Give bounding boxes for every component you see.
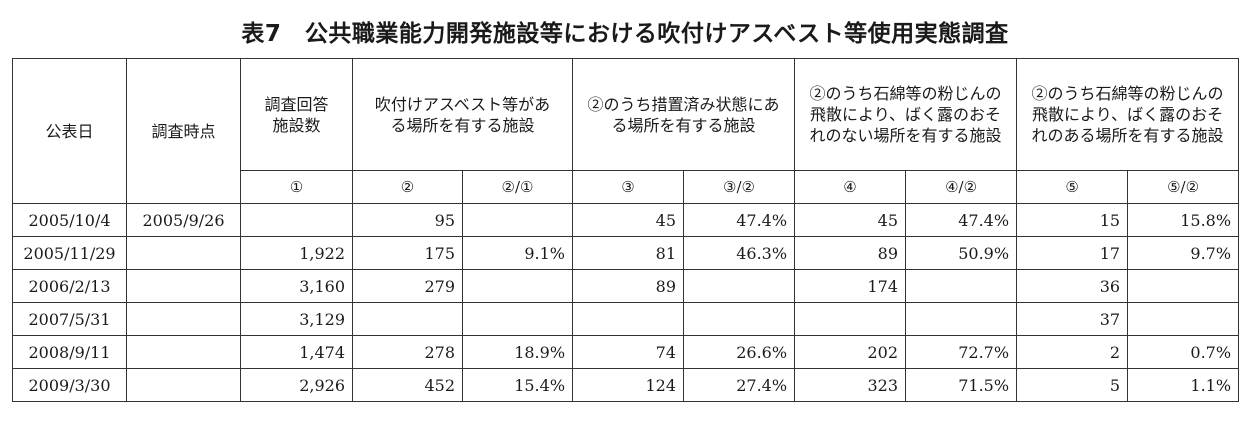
cell-exposure: 15	[1016, 203, 1129, 237]
cell-with-asbestos-ratio: 9.1%	[461, 236, 574, 270]
cell-date: 2006/2/13	[12, 269, 127, 303]
cell-respondents: 1,922	[240, 236, 353, 270]
cell-no-exposure-ratio: 71.5%	[905, 368, 1018, 402]
index-label: ⑤/②	[1127, 170, 1240, 204]
index-label: ④/②	[905, 170, 1018, 204]
cell-date: 2005/10/4	[12, 203, 127, 237]
cell-no-exposure: 174	[794, 269, 907, 303]
cell-no-exposure	[794, 302, 907, 336]
cell-treated-ratio	[683, 302, 796, 336]
header-survey-time: 調査時点	[126, 58, 241, 204]
cell-exposure-ratio: 0.7%	[1127, 335, 1240, 369]
cell-treated-ratio: 47.4%	[683, 203, 796, 237]
cell-with-asbestos-ratio: 15.4%	[461, 368, 574, 402]
cell-respondents: 3,160	[240, 269, 353, 303]
cell-treated: 74	[572, 335, 685, 369]
cell-date: 2007/5/31	[12, 302, 127, 336]
cell-treated	[572, 302, 685, 336]
table-row: 2005/11/29 1,922 175 9.1% 81 46.3% 89 50…	[12, 236, 1240, 270]
cell-exposure-ratio	[1127, 269, 1240, 303]
cell-exposure: 5	[1016, 368, 1129, 402]
cell-survey-time	[126, 335, 241, 369]
cell-no-exposure-ratio: 72.7%	[905, 335, 1018, 369]
cell-date: 2005/11/29	[12, 236, 127, 270]
cell-survey-time	[126, 236, 241, 270]
cell-with-asbestos: 278	[352, 335, 463, 369]
header-treated: ②のうち措置済み状態にある場所を有する施設	[572, 58, 796, 171]
cell-date: 2009/3/30	[12, 368, 127, 402]
cell-with-asbestos	[352, 302, 463, 336]
cell-exposure: 37	[1016, 302, 1129, 336]
index-label: ①	[240, 170, 353, 204]
cell-with-asbestos-ratio	[461, 269, 574, 303]
cell-with-asbestos: 95	[352, 203, 463, 237]
table-row: 2008/9/11 1,474 278 18.9% 74 26.6% 202 7…	[12, 335, 1240, 369]
cell-exposure-ratio: 9.7%	[1127, 236, 1240, 270]
cell-exposure-ratio: 15.8%	[1127, 203, 1240, 237]
cell-respondents	[240, 203, 353, 237]
header-exposure-risk: ②のうち石綿等の粉じんの飛散により、ばく露のおそれのある場所を有する施設	[1016, 58, 1240, 171]
cell-respondents: 1,474	[240, 335, 353, 369]
cell-no-exposure-ratio	[905, 269, 1018, 303]
cell-treated: 81	[572, 236, 685, 270]
cell-with-asbestos: 279	[352, 269, 463, 303]
cell-survey-time	[126, 302, 241, 336]
table-row: 2009/3/30 2,926 452 15.4% 124 27.4% 323 …	[12, 368, 1240, 402]
cell-treated-ratio	[683, 269, 796, 303]
index-label: ②	[352, 170, 463, 204]
cell-no-exposure-ratio: 47.4%	[905, 203, 1018, 237]
cell-no-exposure: 202	[794, 335, 907, 369]
cell-treated-ratio: 26.6%	[683, 335, 796, 369]
cell-survey-time	[126, 368, 241, 402]
table-row: 2005/10/4 2005/9/26 95 45 47.4% 45 47.4%…	[12, 203, 1240, 237]
index-label: ②/①	[461, 170, 574, 204]
cell-no-exposure-ratio	[905, 302, 1018, 336]
cell-with-asbestos: 175	[352, 236, 463, 270]
index-label: ③/②	[683, 170, 796, 204]
index-row: ① ② ②/① ③ ③/② ④ ④/② ⑤ ⑤/②	[13, 170, 1240, 204]
cell-exposure-ratio: 1.1%	[1127, 368, 1240, 402]
cell-respondents: 3,129	[240, 302, 353, 336]
cell-with-asbestos-ratio	[461, 302, 574, 336]
cell-treated: 124	[572, 368, 685, 402]
cell-survey-time: 2005/9/26	[126, 203, 241, 237]
cell-treated: 45	[572, 203, 685, 237]
header-row: 公表日 調査時点 調査回答施設数 吹付けアスベスト等がある場所を有する施設 ②の…	[12, 58, 1240, 204]
index-label: ⑤	[1016, 170, 1129, 204]
cell-no-exposure: 89	[794, 236, 907, 270]
cell-with-asbestos: 452	[352, 368, 463, 402]
header-no-exposure-risk: ②のうち石綿等の粉じんの飛散により、ばく露のおそれのない場所を有する施設	[794, 58, 1018, 171]
table-row: 2006/2/13 3,160 279 89 174 36	[12, 269, 1240, 303]
cell-no-exposure: 45	[794, 203, 907, 237]
cell-treated-ratio: 46.3%	[683, 236, 796, 270]
asbestos-survey-table: 公表日 調査時点 調査回答施設数 吹付けアスベスト等がある場所を有する施設 ②の…	[12, 58, 1240, 402]
header-respondents: 調査回答施設数	[240, 58, 353, 171]
cell-treated-ratio: 27.4%	[683, 368, 796, 402]
table-row: 2007/5/31 3,129 37	[12, 302, 1240, 336]
cell-survey-time	[126, 269, 241, 303]
cell-no-exposure-ratio: 50.9%	[905, 236, 1018, 270]
index-label: ③	[572, 170, 685, 204]
cell-with-asbestos-ratio	[461, 203, 574, 237]
header-date: 公表日	[12, 58, 127, 204]
header-with-asbestos: 吹付けアスベスト等がある場所を有する施設	[351, 58, 574, 171]
cell-no-exposure: 323	[794, 368, 907, 402]
index-label: ④	[794, 170, 907, 204]
cell-exposure-ratio	[1127, 302, 1240, 336]
cell-treated: 89	[572, 269, 685, 303]
page-title: 表7 公共職業能力開発施設等における吹付けアスベスト等使用実態調査	[241, 21, 1009, 47]
cell-with-asbestos-ratio: 18.9%	[461, 335, 574, 369]
cell-date: 2008/9/11	[12, 335, 127, 369]
cell-respondents: 2,926	[240, 368, 353, 402]
cell-exposure: 2	[1016, 335, 1129, 369]
cell-exposure: 36	[1016, 269, 1129, 303]
cell-exposure: 17	[1016, 236, 1129, 270]
